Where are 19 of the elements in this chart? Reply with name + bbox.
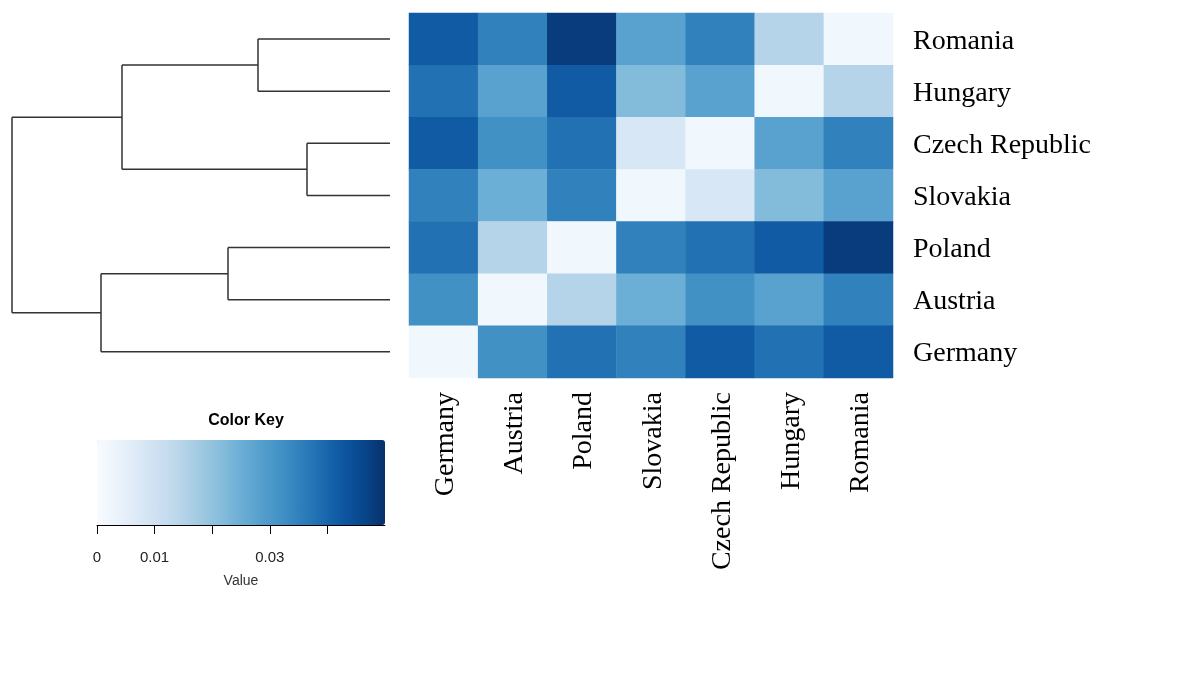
color-bar-label: 0 <box>92 548 102 565</box>
color-bar-label: 0.01 <box>140 548 170 565</box>
y-tick-label: Hungary <box>913 75 1011 107</box>
x-tick-label: Hungary <box>773 392 805 490</box>
legend-title: Color Key <box>208 410 284 428</box>
x-tick-label: Czech Republic <box>704 392 736 571</box>
x-tick-label: Poland <box>566 392 598 470</box>
y-tick-label: Czech Republic <box>913 127 1092 159</box>
y-tick-label: Poland <box>913 232 991 264</box>
y-tick-label: Germany <box>913 336 1018 368</box>
color-bar-title: Value <box>223 572 259 588</box>
y-tick-label: Romania <box>913 23 1015 55</box>
x-tick-label: Slovakia <box>635 391 667 490</box>
color-bar-label: 0.03 <box>255 548 285 565</box>
x-tick-label: Germany <box>428 392 460 497</box>
y-tick-label: Slovakia <box>913 180 1012 211</box>
y-tick-label: Austria <box>913 284 996 316</box>
x-tick-label: Austria <box>497 391 529 475</box>
x-tick-label: Romania <box>842 391 874 494</box>
